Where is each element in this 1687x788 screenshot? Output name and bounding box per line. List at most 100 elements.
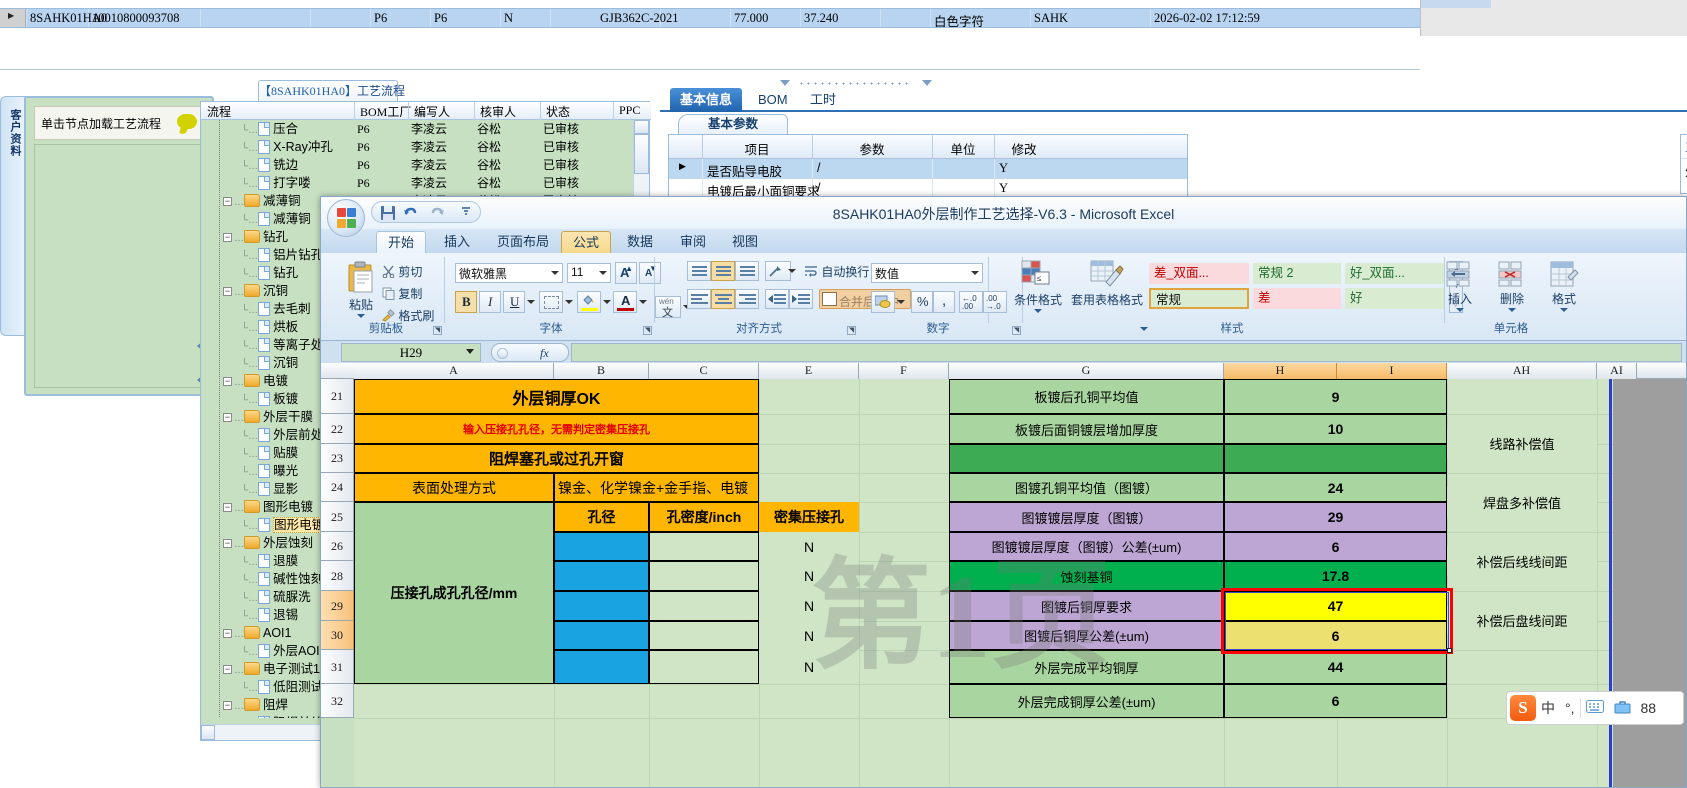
- align-bottom-button[interactable]: [735, 261, 759, 281]
- italic-button[interactable]: I: [479, 291, 501, 313]
- flow-row[interactable]: └… 压合 P6 李凌云 谷松 已审核: [241, 122, 580, 136]
- flow-row[interactable]: └… 贴膜: [241, 446, 299, 460]
- style-cell-1[interactable]: 常规 2: [1253, 263, 1341, 284]
- cell-B29-hole-diameter-input[interactable]: [554, 591, 649, 621]
- row-header-32[interactable]: 32: [321, 684, 354, 718]
- tab-review[interactable]: 审阅: [680, 234, 707, 249]
- flow-row[interactable]: └… 碱性蚀刻: [241, 572, 324, 586]
- customize-qat-icon[interactable]: [460, 205, 476, 221]
- worksheet[interactable]: A B C E F G H I AH AI 21 22 23 24 25 26 28 29 30 31 32 外层铜厚…: [321, 363, 1686, 787]
- tab-insert[interactable]: 插入: [444, 234, 471, 249]
- tab-basic-info[interactable]: 基本信息: [670, 88, 743, 112]
- tree-collapse-icon[interactable]: −: [223, 628, 232, 638]
- wrap-text-button[interactable]: 自动换行: [804, 263, 869, 280]
- cell-A25-hole-diameter-label[interactable]: 压接孔成孔孔径/mm: [354, 502, 554, 684]
- column-header-E[interactable]: E: [759, 363, 859, 379]
- column-header-AH[interactable]: AH: [1447, 363, 1597, 379]
- column-header-C[interactable]: C: [649, 363, 759, 379]
- cell-G26-label[interactable]: 图镀镀层厚度（图镀）公差(±um): [949, 532, 1224, 561]
- number-dialog-launcher[interactable]: ◥: [1012, 326, 1021, 335]
- cell-H30-value[interactable]: 6: [1224, 621, 1447, 650]
- tab-page-layout[interactable]: 页面布局: [497, 234, 550, 249]
- cell-H32-value[interactable]: 6: [1224, 684, 1447, 718]
- underline-button[interactable]: U: [503, 291, 525, 313]
- flow-row[interactable]: └… 铝片钻孔: [241, 248, 324, 262]
- row-header-23[interactable]: 23: [321, 444, 354, 473]
- cell-C30-hole-density-input[interactable]: [649, 621, 759, 650]
- cell-G24-label[interactable]: 图镀孔铜平均值（图镀）: [949, 473, 1224, 502]
- cell-A24-surface-treatment-label[interactable]: 表面处理方式: [354, 473, 554, 502]
- cell-E28-dense-flag[interactable]: N: [759, 561, 859, 591]
- flow-row[interactable]: └… 烘板: [241, 320, 299, 334]
- cell-C28-hole-density-input[interactable]: [649, 561, 759, 591]
- tab-data[interactable]: 数据: [627, 234, 654, 249]
- column-header-F[interactable]: F: [859, 363, 949, 379]
- tree-collapse-icon[interactable]: −: [223, 700, 232, 710]
- cell-E31-dense-flag[interactable]: N: [759, 650, 859, 684]
- flow-row[interactable]: └… 打字喽 P6 李凌云 谷松 已审核: [241, 176, 580, 190]
- align-middle-button[interactable]: [711, 261, 735, 281]
- process-notes-body[interactable]: 工艺备注 外层完成铜厚>=34.3um 型号备注: [1680, 134, 1687, 194]
- flow-row[interactable]: −… AOI1: [223, 626, 292, 640]
- tab-home[interactable]: 开始: [376, 231, 427, 253]
- row-header-30[interactable]: 30: [321, 621, 354, 650]
- tree-collapse-icon[interactable]: −: [223, 376, 232, 386]
- cell-AH25-note[interactable]: 焊盘多补偿值: [1447, 487, 1597, 517]
- flow-row[interactable]: −… 钻孔: [223, 230, 289, 244]
- number-format-select[interactable]: 数值: [871, 263, 983, 283]
- cut-button[interactable]: 剪切: [382, 263, 422, 280]
- font-color-button[interactable]: A: [613, 291, 637, 313]
- cell-G23-label[interactable]: [949, 444, 1224, 473]
- flow-row[interactable]: └… 减薄铜: [241, 212, 311, 226]
- flow-row[interactable]: └… 钻孔: [241, 266, 299, 280]
- flow-row[interactable]: └… 退膜: [241, 554, 299, 568]
- cell-H23-value[interactable]: [1224, 444, 1447, 473]
- name-box[interactable]: H29: [341, 343, 481, 362]
- flow-row[interactable]: └… 硫脲洗: [241, 590, 311, 604]
- cell-H31-value[interactable]: 44: [1224, 650, 1447, 684]
- flow-tab-header[interactable]: 【8SAHK01HA0】工艺流程: [258, 80, 405, 102]
- style-cell-2[interactable]: 好_双面...: [1345, 263, 1445, 284]
- table-format-button[interactable]: 套用表格格式: [1071, 260, 1143, 308]
- info-tab-strip[interactable]: 基本信息 BOM 工时: [660, 88, 1687, 112]
- row-header-28[interactable]: 28: [321, 561, 354, 591]
- office-button-icon[interactable]: [327, 199, 365, 237]
- cell-G32-label[interactable]: 外层完成铜厚公差(±um): [949, 684, 1224, 718]
- align-center-button[interactable]: [711, 289, 735, 309]
- sidebar-vertical-tab-customer-data[interactable]: 客户资料: [0, 96, 26, 336]
- cell-H24-value[interactable]: 24: [1224, 473, 1447, 502]
- flow-row[interactable]: └… 板镀: [241, 392, 299, 406]
- column-header-row[interactable]: A B C E F G H I AH AI: [321, 363, 1686, 379]
- row-selector-icon[interactable]: [0, 9, 26, 27]
- flow-row[interactable]: −… 沉铜: [223, 284, 289, 298]
- decrease-font-size-button[interactable]: A▼: [639, 262, 661, 284]
- font-name-input[interactable]: 微软雅黑: [455, 263, 563, 283]
- orientation-chevron-down-icon[interactable]: [788, 269, 796, 273]
- style-cell-3[interactable]: 常规: [1149, 288, 1249, 309]
- params-row-2[interactable]: 电镀后最小面铜要求 / Y: [669, 179, 1187, 199]
- flow-row[interactable]: └…阻焊前处理: [201, 714, 651, 718]
- redo-icon[interactable]: [430, 205, 446, 221]
- tab-worktime[interactable]: 工时: [810, 92, 837, 107]
- table-format-chevron-down-icon[interactable]: [1140, 327, 1148, 331]
- percent-format-button[interactable]: %: [911, 291, 933, 313]
- tree-collapse-icon[interactable]: −: [223, 412, 232, 422]
- borders-button[interactable]: [539, 291, 563, 313]
- cell-B26-hole-diameter-input[interactable]: [554, 532, 649, 561]
- row-header-24[interactable]: 24: [321, 473, 354, 502]
- column-header-H[interactable]: H: [1224, 363, 1337, 379]
- tab-bom[interactable]: BOM: [758, 92, 788, 107]
- clipboard-dialog-launcher[interactable]: ◥: [433, 326, 442, 335]
- format-cells-button[interactable]: 格式: [1541, 261, 1587, 313]
- flow-row[interactable]: └… 外层AOI: [241, 644, 320, 658]
- cell-H29-value[interactable]: 47: [1224, 591, 1447, 621]
- flow-row[interactable]: −… 电镀: [223, 374, 289, 388]
- font-name-chevron-down-icon[interactable]: [551, 271, 559, 275]
- column-header-A[interactable]: A: [354, 363, 554, 379]
- font-color-chevron-down-icon[interactable]: [639, 300, 647, 304]
- align-top-button[interactable]: [687, 261, 711, 281]
- number-format-chevron-down-icon[interactable]: [971, 271, 979, 275]
- flow-row[interactable]: └… 显影: [241, 482, 299, 496]
- borders-chevron-down-icon[interactable]: [565, 300, 573, 304]
- cell-A21-outer-copper-ok[interactable]: 外层铜厚OK: [354, 379, 759, 414]
